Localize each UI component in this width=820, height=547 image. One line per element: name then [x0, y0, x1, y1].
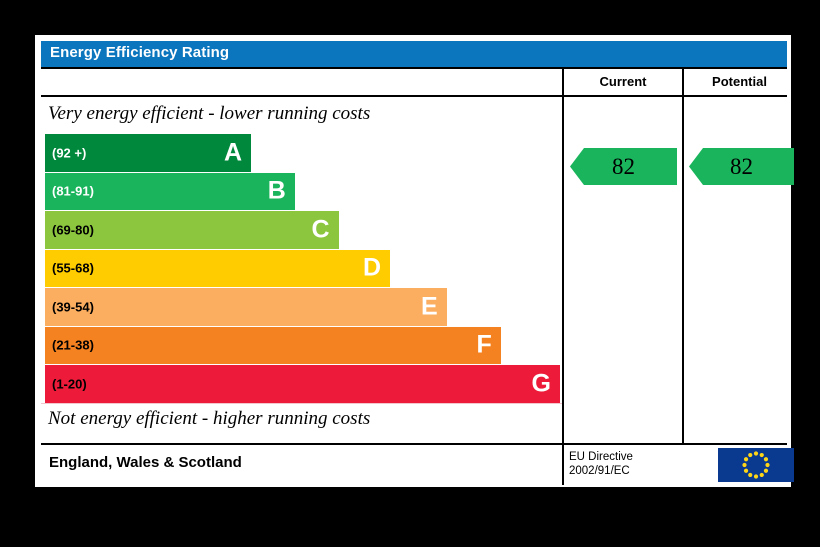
band-list: (92 +) A (81-91) B (69-80) C (55-68) D (39-54) E(…	[45, 134, 560, 404]
title-bar: Energy Efficiency Rating	[41, 41, 787, 67]
eu-directive-line1: EU Directive	[569, 451, 633, 463]
band-letter-label: G	[531, 369, 551, 398]
energy-efficiency-certificate: Energy Efficiency Rating Current Potenti…	[33, 33, 794, 489]
band-range-label: (69-80)	[52, 222, 94, 238]
band-letter-label: E	[421, 292, 438, 321]
potential-rating-value: 82	[730, 153, 753, 179]
band-range-label: (39-54)	[52, 299, 94, 315]
band-range-label: (81-91)	[52, 183, 94, 199]
rating-band-a: (92 +) A	[45, 134, 251, 172]
column-header-current: Current	[599, 74, 647, 89]
band-letter-label: B	[267, 176, 286, 205]
eu-flag-icon	[718, 448, 794, 482]
column-header-potential: Potential	[712, 74, 767, 89]
caption-efficient: Very energy efficient - lower running co…	[48, 103, 371, 124]
rating-band-g: (1-20) G	[45, 365, 560, 403]
bands-panel: Very energy efficient - lower running co…	[41, 97, 562, 443]
band-letter-label: D	[362, 253, 382, 282]
rating-band-c: (69-80) C	[45, 211, 339, 249]
eu-directive-line2: 2002/91/EC	[569, 464, 630, 477]
rating-band-f: (21-38) F	[45, 326, 501, 364]
band-range-label: (1-20)	[52, 376, 87, 392]
rating-grid: Current Potential Very energy efficient …	[41, 67, 794, 485]
footer-region-label: England, Wales & Scotland	[49, 454, 242, 471]
column-divider-2	[682, 67, 684, 443]
potential-rating-column: 82	[684, 97, 795, 443]
band-letter-label: F	[476, 330, 492, 359]
column-divider-1	[562, 67, 564, 443]
page-title: Energy Efficiency Rating	[50, 44, 230, 61]
potential-rating-arrow: 82	[689, 148, 794, 185]
band-range-label: (55-68)	[52, 260, 94, 276]
current-rating-value: 82	[612, 153, 635, 179]
rating-band-b: (81-91) B	[45, 172, 295, 210]
band-letter-label: A	[223, 138, 242, 167]
footer-divider	[562, 445, 564, 485]
band-range-label: (21-38)	[52, 337, 94, 353]
column-header-row: Current Potential	[41, 67, 787, 97]
band-divider	[41, 403, 562, 404]
rating-band-d: (55-68) D	[45, 249, 391, 287]
caption-inefficient: Not energy efficient - higher running co…	[48, 408, 371, 429]
current-rating-column: 82	[564, 97, 682, 443]
band-letter-label: C	[311, 215, 330, 244]
rating-band-e: (39-54) E	[45, 288, 447, 326]
band-range-label: (92 +)	[52, 145, 87, 161]
current-rating-arrow: 82	[570, 148, 677, 185]
footer: England, Wales & Scotland EU Directive 2…	[41, 443, 794, 485]
eu-directive-text: EU Directive 2002/91/EC	[569, 451, 633, 478]
